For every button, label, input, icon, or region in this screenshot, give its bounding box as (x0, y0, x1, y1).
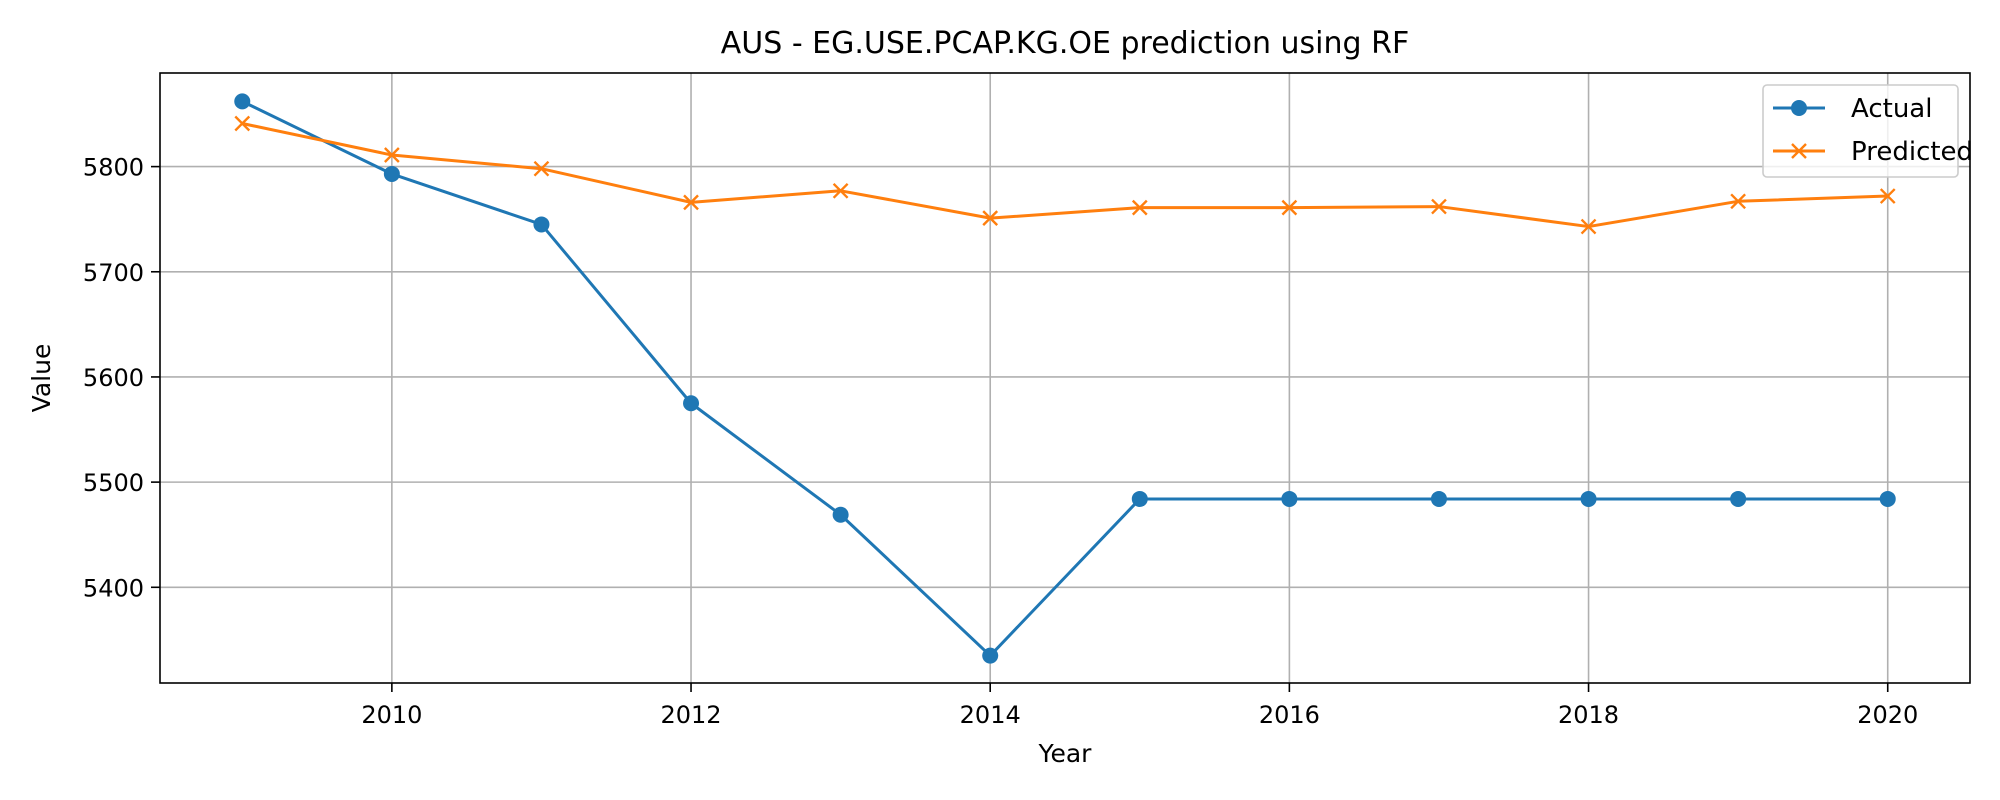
data-point-actual (533, 216, 550, 233)
x-tick-label: 2014 (960, 701, 1021, 729)
legend-label-predicted: Predicted (1851, 137, 1973, 167)
legend-marker-predicted (1791, 143, 1807, 159)
data-point-predicted (832, 182, 849, 199)
x-tick-label: 2012 (660, 701, 721, 729)
x-tick-label: 2010 (361, 701, 422, 729)
y-tick-label: 5800 (83, 154, 144, 182)
data-point-predicted (1431, 198, 1447, 215)
x-tick-label: 2020 (1857, 701, 1918, 729)
plot-area-frame (159, 72, 1971, 684)
data-point-predicted (234, 115, 251, 132)
data-point-predicted (1131, 199, 1148, 216)
legend-item-predicted: Predicted (1773, 137, 1973, 167)
data-point-actual (1430, 490, 1447, 507)
legend-label-actual: Actual (1851, 94, 1932, 124)
y-axis-label: Value (27, 344, 56, 413)
data-point-predicted (1879, 188, 1896, 204)
data-point-predicted (982, 210, 999, 226)
data-point-predicted (533, 160, 550, 177)
y-axis-ticks: 5400 5500 5600 5700 5800 (83, 154, 160, 602)
x-axis-ticks: 2010 2012 2014 2016 2018 2020 (361, 683, 1918, 729)
legend: Actual Predicted (1762, 84, 1973, 178)
data-point-actual (832, 506, 849, 523)
x-axis-label: Year (1038, 739, 1093, 768)
chart-title: AUS - EG.USE.PCAP.KG.OE prediction using… (721, 26, 1409, 61)
y-tick-label: 5400 (83, 574, 144, 602)
series-layer (234, 93, 1896, 664)
data-point-predicted (1580, 218, 1597, 235)
data-point-actual (1879, 490, 1896, 507)
y-tick-label: 5700 (83, 259, 144, 287)
legend-item-actual: Actual (1773, 94, 1932, 124)
data-point-actual (234, 93, 251, 110)
data-point-actual (982, 647, 999, 664)
y-tick-label: 5500 (83, 469, 144, 497)
data-point-actual (1281, 490, 1298, 507)
data-point-predicted (384, 147, 400, 163)
y-tick-label: 5600 (83, 364, 144, 392)
series-line-actual (241, 100, 1888, 658)
x-tick-label: 2016 (1259, 701, 1320, 729)
data-point-actual (1730, 490, 1747, 507)
data-point-predicted (1730, 193, 1746, 210)
data-point-actual (1580, 490, 1597, 507)
data-point-predicted (683, 194, 699, 211)
series-predicted (234, 115, 1896, 235)
data-point-actual (683, 395, 700, 412)
series-actual (234, 93, 1896, 664)
data-point-predicted (1281, 199, 1298, 216)
x-tick-label: 2018 (1558, 701, 1619, 729)
data-point-actual (1131, 490, 1148, 507)
data-point-actual (383, 165, 400, 182)
series-line-predicted (241, 122, 1888, 229)
legend-marker-actual (1791, 100, 1807, 116)
